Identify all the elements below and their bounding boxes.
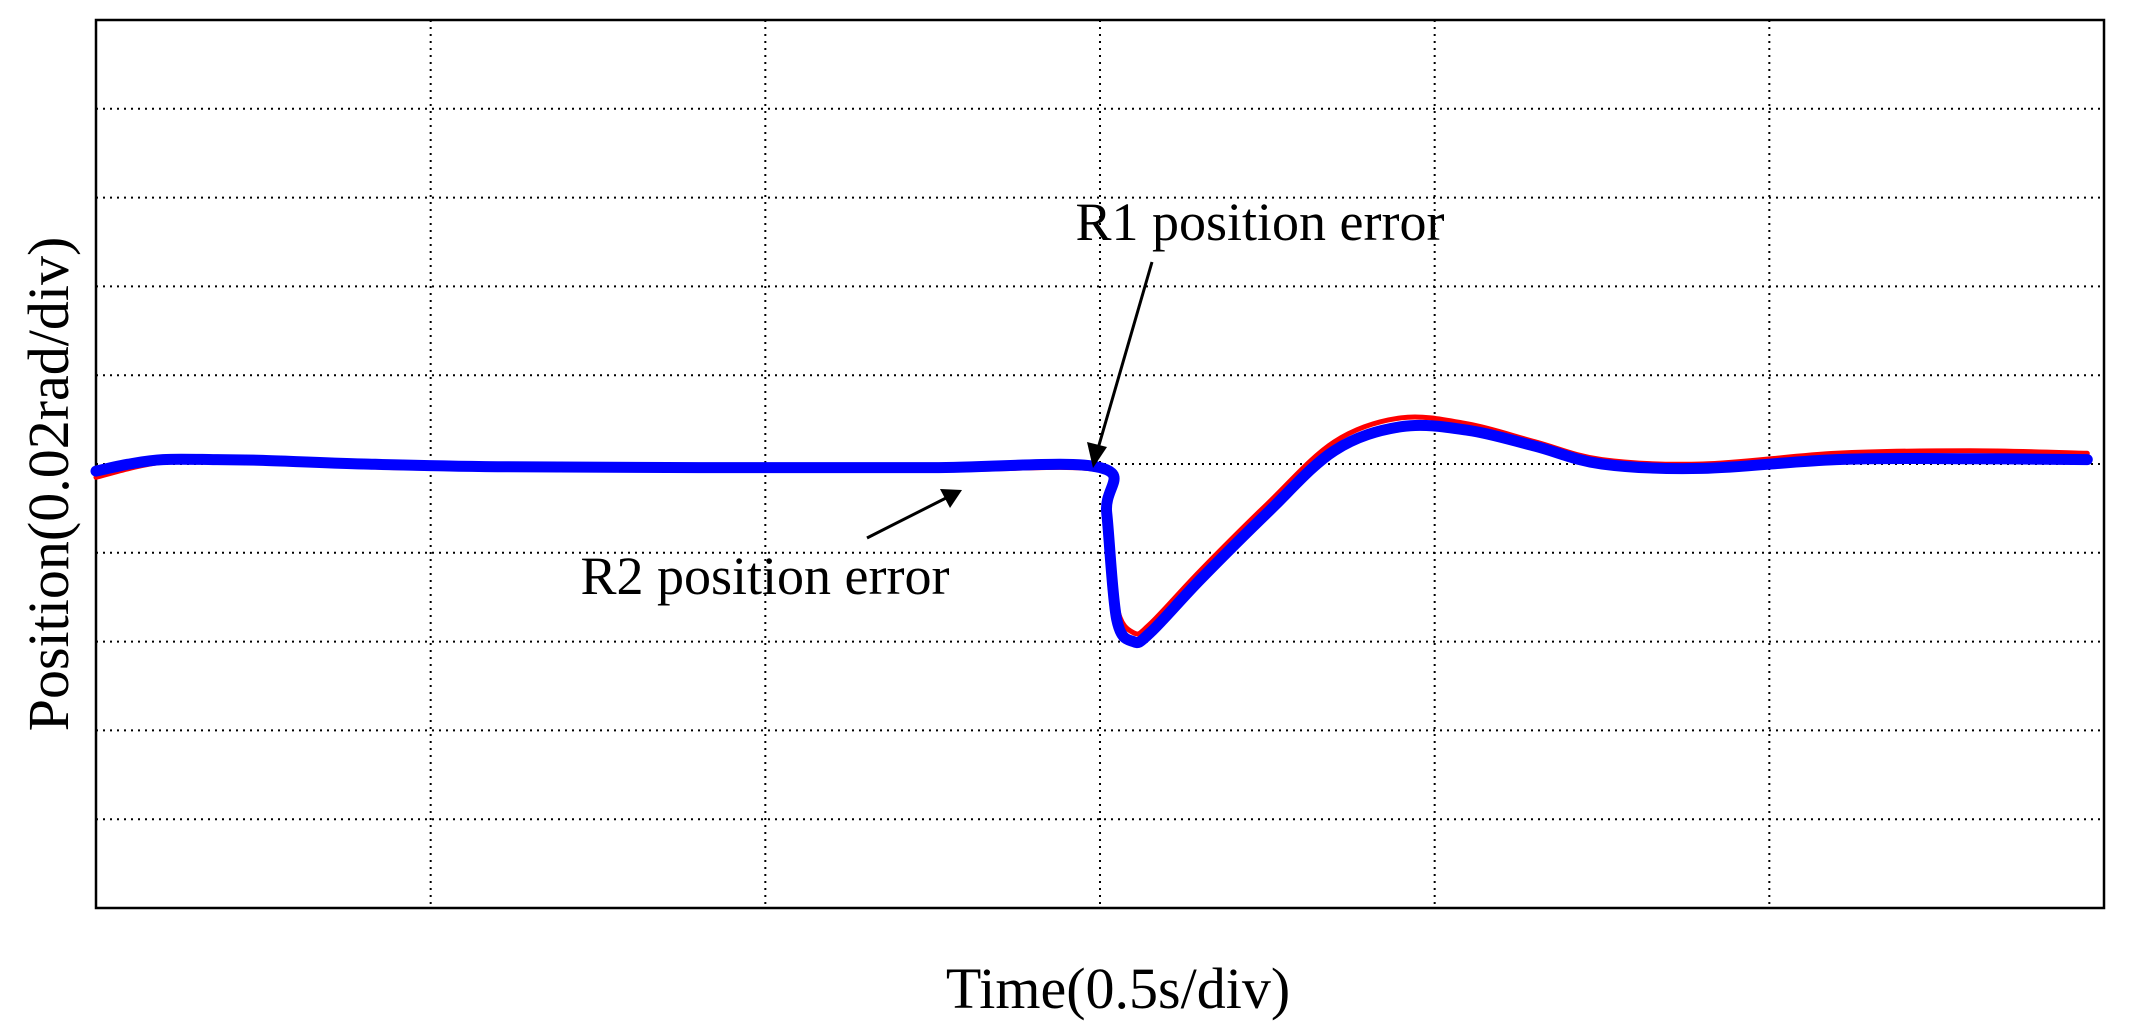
x-axis-label: Time(0.5s/div)	[946, 956, 1290, 1021]
y-axis-label: Position(0.02rad/div)	[16, 237, 81, 732]
series-line-r2	[90, 419, 2093, 649]
annotation-arrow-r1	[1087, 261, 1154, 468]
series-layer	[90, 414, 2093, 649]
annotation-r1-label: R1 position error	[1076, 192, 1445, 252]
plot-frame	[94, 18, 2106, 910]
annotation-arrow-r2	[866, 489, 962, 540]
annotation-r2-label: R2 position error	[581, 546, 950, 606]
